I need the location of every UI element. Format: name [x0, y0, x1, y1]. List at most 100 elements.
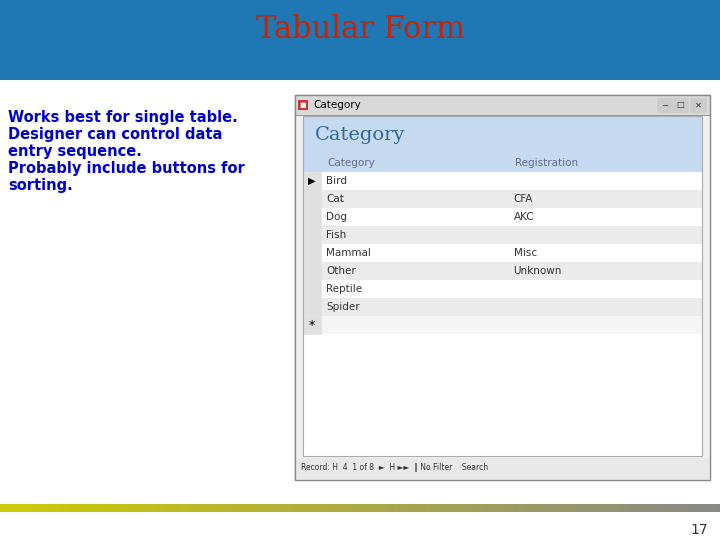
Bar [557, 504, 558, 512]
Bar [389, 0, 390, 80]
Bar [424, 504, 425, 512]
Bar [690, 0, 691, 80]
Bar [582, 0, 583, 80]
Bar [586, 504, 587, 512]
Bar [162, 504, 163, 512]
Bar [508, 504, 509, 512]
Bar [493, 0, 494, 80]
Bar [0, 22, 720, 23]
Bar [138, 504, 139, 512]
Bar [502, 504, 503, 512]
Bar [622, 0, 623, 80]
Bar [445, 504, 446, 512]
Bar [89, 504, 90, 512]
Bar [392, 504, 393, 512]
Bar [267, 504, 268, 512]
Bar [456, 504, 457, 512]
Bar [658, 0, 659, 80]
Bar [498, 0, 499, 80]
Bar [623, 504, 624, 512]
Bar [24, 504, 25, 512]
Bar [198, 504, 199, 512]
Bar [371, 504, 372, 512]
Bar [0, 9, 720, 10]
Bar [486, 0, 487, 80]
Bar [645, 0, 646, 80]
Bar [555, 504, 556, 512]
Bar [549, 504, 550, 512]
Bar [428, 504, 429, 512]
Bar [0, 51, 720, 52]
Bar [71, 504, 72, 512]
Bar [708, 0, 709, 80]
Bar [116, 504, 117, 512]
Bar [106, 504, 107, 512]
Bar [690, 504, 691, 512]
Bar [167, 504, 168, 512]
Bar [605, 504, 606, 512]
Bar [516, 504, 517, 512]
Bar [691, 504, 692, 512]
Bar [613, 504, 614, 512]
Bar [499, 504, 500, 512]
Bar [570, 504, 571, 512]
Bar [362, 0, 363, 80]
Bar [491, 0, 492, 80]
Bar [520, 0, 521, 80]
Bar [575, 504, 576, 512]
Bar [611, 0, 612, 80]
Bar [282, 504, 283, 512]
Bar [301, 504, 302, 512]
Bar [389, 504, 390, 512]
Bar [3, 504, 4, 512]
Bar [65, 504, 66, 512]
Bar [183, 504, 184, 512]
Bar [676, 0, 677, 80]
Bar [68, 504, 69, 512]
Bar [215, 504, 216, 512]
Bar [451, 0, 452, 80]
Bar [238, 504, 239, 512]
Bar [278, 504, 279, 512]
Bar [584, 0, 585, 80]
Text: Dog: Dog [326, 212, 347, 222]
Bar [617, 504, 618, 512]
Bar [268, 504, 269, 512]
Bar [541, 504, 542, 512]
Bar [529, 0, 530, 80]
Bar [139, 504, 140, 512]
Bar [358, 504, 359, 512]
Bar [522, 0, 523, 80]
Bar [591, 504, 592, 512]
Bar [186, 504, 187, 512]
Bar [674, 504, 675, 512]
Bar [656, 504, 657, 512]
Bar [524, 504, 525, 512]
Bar [640, 0, 641, 80]
Bar [119, 504, 120, 512]
Bar [711, 0, 712, 80]
Bar [648, 0, 649, 80]
Bar [297, 458, 708, 478]
Bar [369, 0, 370, 80]
Bar [50, 504, 51, 512]
Bar [308, 504, 309, 512]
Bar [0, 36, 720, 37]
Bar [436, 504, 437, 512]
Bar [478, 504, 479, 512]
Bar [60, 504, 61, 512]
Bar [679, 504, 680, 512]
Bar [453, 0, 454, 80]
Bar [718, 0, 719, 80]
Bar [492, 0, 493, 80]
Bar [627, 0, 628, 80]
Bar [465, 504, 466, 512]
Bar [615, 504, 616, 512]
Bar [579, 0, 580, 80]
Bar [200, 504, 201, 512]
Bar [472, 0, 473, 80]
Bar [321, 280, 702, 298]
Bar [286, 504, 287, 512]
Bar [683, 0, 684, 80]
Bar [547, 504, 548, 512]
